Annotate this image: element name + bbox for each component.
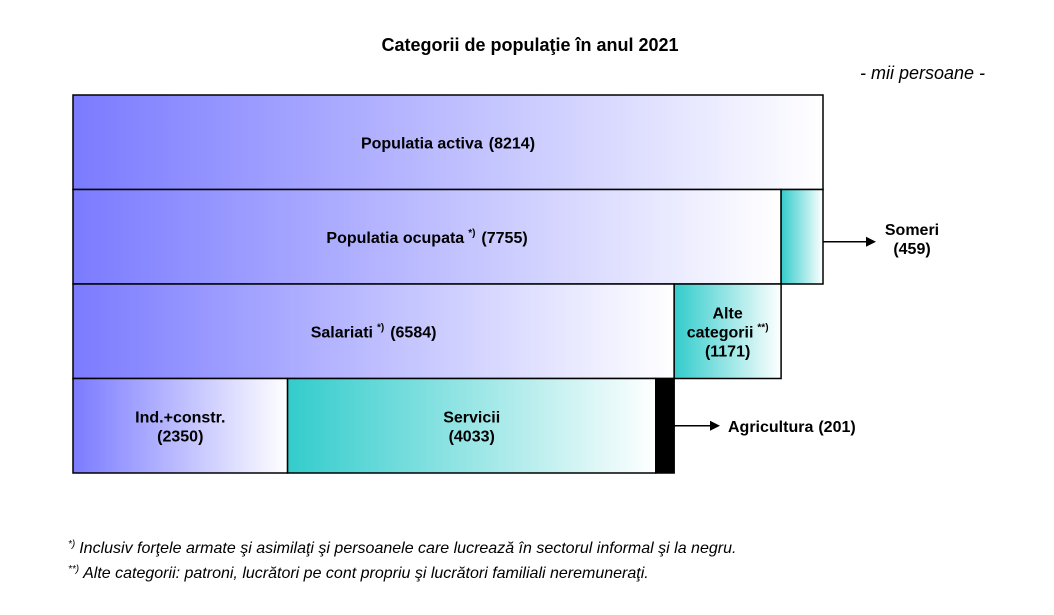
segment-name: Salariati: [311, 324, 373, 341]
arrow-head: [866, 236, 876, 247]
segment-bar: [780, 188, 824, 285]
value-label: (6584): [390, 324, 436, 341]
footnote-mark: **): [757, 322, 768, 333]
segment-name: Ind.+constr.: [135, 409, 225, 426]
segment-bar: [72, 377, 289, 474]
segment-bar: [655, 377, 675, 474]
value-label: (2350): [157, 428, 203, 445]
segment-label: categorii **): [687, 322, 769, 341]
value-label: (201): [818, 419, 855, 436]
footnote-text: Inclusiv forţele armate şi asimilaţi şi …: [79, 540, 736, 557]
segment-bar: [673, 283, 782, 380]
footnote: **) Alte categorii: patroni, lucrători pe…: [68, 564, 649, 582]
segment-bar: [72, 188, 782, 285]
segment-name: Someri: [885, 222, 939, 239]
footnote-mark: *): [68, 539, 75, 550]
segment-bar: [286, 377, 657, 474]
value-label: (7755): [481, 230, 527, 247]
segment-label: Populatia ocupata *) (7755): [326, 228, 527, 247]
value-label: (459): [893, 241, 930, 258]
segment-name: Agricultura: [728, 419, 813, 436]
segment-bar: [72, 283, 675, 380]
segment-name: Servicii: [443, 409, 500, 426]
segment-label: Servicii: [443, 409, 500, 426]
footnote-mark: *): [468, 228, 475, 239]
segment-name: Populatia activa: [361, 135, 483, 152]
chart-title: Categorii de populaţie în anul 2021: [381, 35, 678, 55]
value-label: (4033): [449, 428, 495, 445]
segment-name: Populatia ocupata: [326, 230, 464, 247]
footnote: *) Inclusiv forţele armate şi asimilaţi ş…: [68, 539, 736, 557]
footnote-mark: **): [68, 564, 79, 575]
value-label: (1171): [705, 343, 750, 360]
segment-label: Salariati *) (6584): [311, 322, 437, 341]
value-label: (8214): [489, 135, 535, 152]
segment-name: categorii: [687, 324, 754, 341]
footnote-text: Alte categorii: patroni, lucrători pe co…: [82, 565, 649, 582]
segment-bar: [72, 94, 824, 191]
segment-label: Ind.+constr.: [135, 409, 225, 426]
segment-label: Someri: [885, 222, 939, 239]
segment-label: Populatia activa (8214): [361, 135, 535, 152]
footnote-mark: *): [377, 322, 384, 333]
unit-label: - mii persoane -: [860, 63, 985, 83]
segment-name: Alte: [713, 305, 743, 322]
segment-label: Alte: [713, 305, 743, 322]
arrow-head: [710, 420, 720, 431]
segment-label: Agricultura (201): [728, 419, 856, 436]
